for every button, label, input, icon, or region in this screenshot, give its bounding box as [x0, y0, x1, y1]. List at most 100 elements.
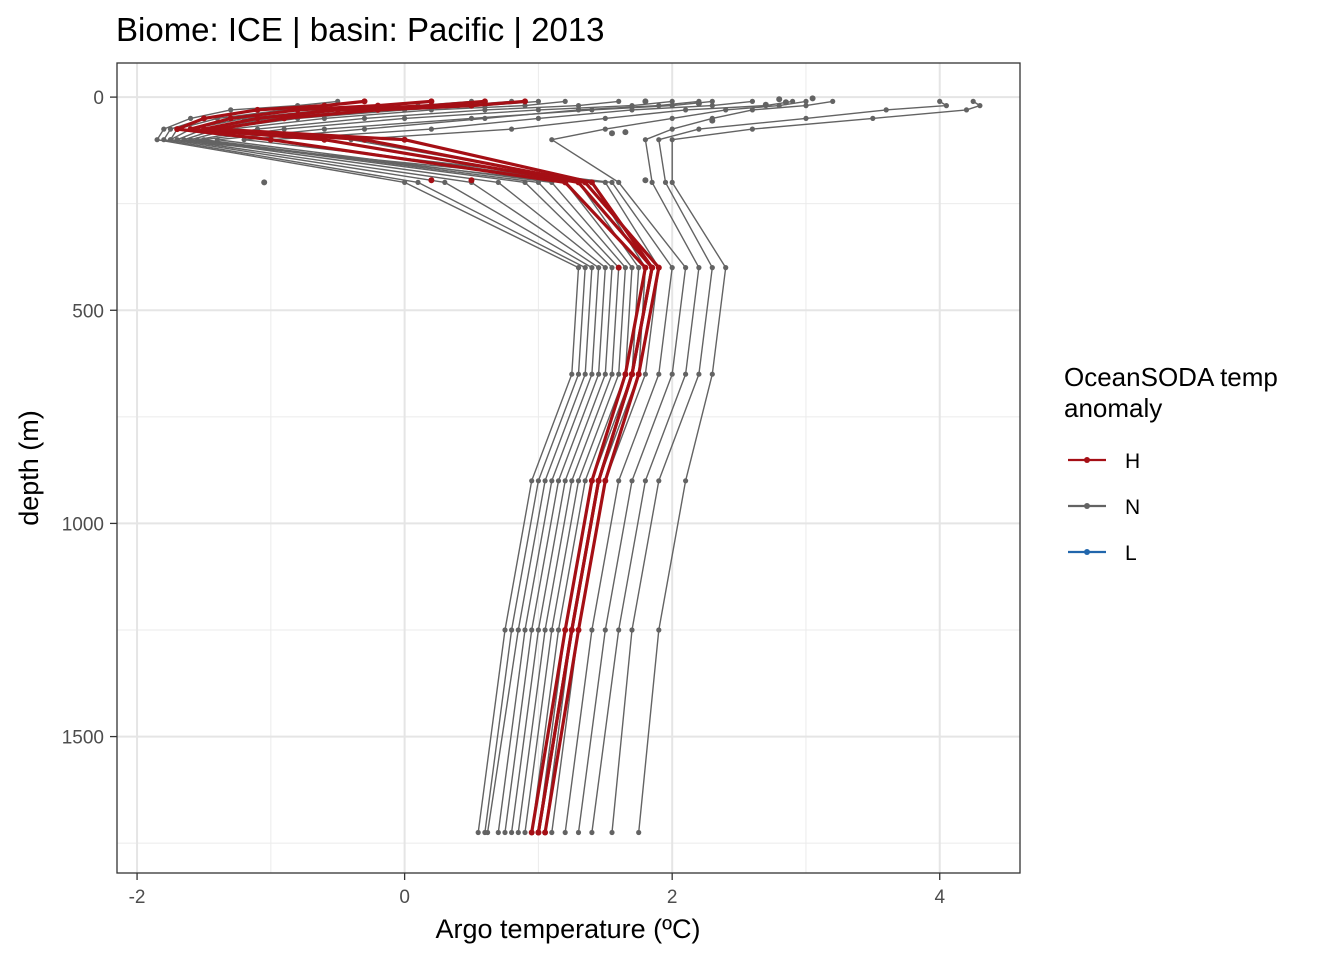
series-point — [562, 829, 568, 836]
series-point — [187, 126, 194, 133]
series-point — [589, 627, 595, 633]
extra-point — [782, 99, 789, 106]
series-point — [294, 106, 301, 113]
series-point — [267, 136, 274, 143]
series-point — [669, 98, 675, 104]
extra-point — [642, 177, 649, 184]
y-tick-label: 500 — [72, 301, 104, 322]
series-point — [502, 627, 508, 633]
series-point — [415, 179, 421, 185]
series-point — [609, 371, 615, 377]
series-point — [595, 477, 602, 484]
series-point — [361, 115, 368, 121]
series-point — [374, 106, 381, 113]
series-point — [161, 126, 167, 132]
series-point — [937, 98, 943, 104]
legend-entry-L: L — [1068, 542, 1137, 565]
legend-label: H — [1125, 450, 1140, 473]
extra-point — [261, 179, 268, 186]
series-point — [589, 371, 595, 377]
series-point — [575, 371, 582, 377]
series-point — [709, 98, 715, 104]
series-point — [582, 478, 588, 484]
series-point — [522, 829, 528, 836]
series-point — [555, 627, 562, 633]
series-point — [535, 829, 542, 836]
series-point — [655, 264, 662, 271]
series-point — [596, 265, 602, 271]
series-point — [582, 371, 588, 377]
series-point — [616, 478, 622, 484]
series-point — [509, 126, 515, 132]
series-point — [154, 137, 160, 143]
extra-point — [709, 117, 716, 124]
legend-key-point — [1084, 549, 1090, 555]
series-point — [575, 265, 582, 271]
series-point — [629, 478, 635, 484]
gridlines — [117, 63, 1020, 873]
series-point — [482, 115, 488, 121]
series-point — [549, 137, 555, 143]
series-line — [202, 99, 661, 835]
extra-point — [622, 129, 629, 136]
series-point — [977, 103, 983, 109]
series-point — [588, 477, 595, 484]
series-point — [529, 627, 535, 633]
series-point — [188, 115, 194, 121]
series-point — [495, 829, 501, 836]
series-point — [361, 98, 368, 105]
plot-panel — [117, 63, 1020, 873]
series-point — [596, 371, 602, 377]
series-point — [656, 103, 662, 109]
series-point — [656, 371, 662, 377]
chart-title: Biome: ICE | basin: Pacific | 2013 — [116, 11, 605, 48]
series-point — [442, 179, 448, 185]
series-point — [321, 115, 327, 121]
series-line — [551, 100, 807, 834]
series-N-4 — [188, 98, 608, 836]
series-point — [402, 115, 408, 121]
series-point — [602, 265, 608, 271]
extra-point — [642, 98, 649, 105]
legend-entry-H: H — [1068, 450, 1140, 473]
series-line — [611, 100, 948, 834]
series-point — [649, 264, 656, 271]
series-point — [622, 371, 629, 378]
series-point — [522, 627, 528, 633]
extra-point — [468, 177, 475, 184]
series-point — [509, 627, 515, 633]
series-point — [575, 478, 582, 484]
series-N-0 — [154, 98, 582, 836]
extra-point — [615, 264, 622, 271]
series-point — [749, 98, 756, 104]
series-point — [669, 126, 675, 132]
series-point — [468, 102, 475, 109]
series-point — [656, 137, 662, 143]
series-point — [683, 371, 689, 377]
series-point — [609, 829, 615, 836]
series-point — [683, 107, 689, 113]
series-point — [549, 478, 555, 484]
series-point — [609, 265, 615, 271]
series-point — [575, 627, 582, 633]
series-point — [636, 829, 642, 836]
series-point — [214, 137, 220, 143]
series-point — [723, 265, 729, 271]
series-point — [535, 107, 542, 113]
extra-point — [695, 100, 702, 107]
series-point — [629, 371, 635, 378]
series-point — [575, 829, 582, 836]
series-point — [361, 126, 368, 132]
series-point — [227, 115, 234, 122]
series-line — [175, 99, 648, 835]
series-point — [535, 627, 542, 633]
series-point — [281, 115, 288, 122]
series-point — [963, 107, 970, 113]
series-point — [616, 98, 622, 104]
legend-label: N — [1125, 496, 1140, 519]
x-tick-label: 2 — [667, 887, 678, 908]
series-point — [254, 106, 261, 113]
series-point — [629, 627, 635, 633]
series-point — [616, 179, 622, 185]
